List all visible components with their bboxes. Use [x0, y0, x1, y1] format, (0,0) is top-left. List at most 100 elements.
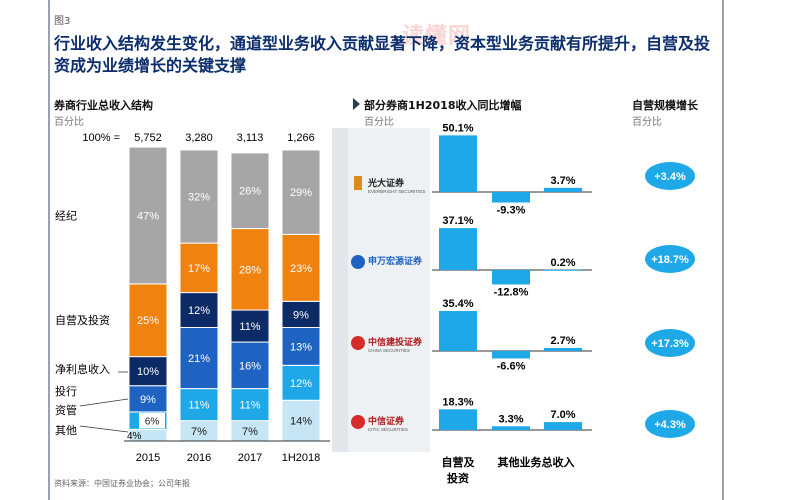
leader-line	[79, 425, 129, 433]
company-subname: CITIC SECURITIES	[368, 427, 408, 432]
segment-label: 14%	[290, 416, 312, 428]
growth-bar	[544, 347, 582, 351]
logo-mark-icon	[354, 176, 362, 190]
company-name: 申万宏源证券	[368, 255, 423, 266]
growth-bar-label: 37.1%	[442, 215, 473, 227]
bar-segment-ib	[179, 327, 219, 390]
growth-badge	[645, 245, 695, 273]
bar-segment-other	[281, 399, 321, 442]
growth-bar	[439, 228, 477, 270]
growth-badge	[645, 410, 695, 438]
growth-bar	[439, 135, 477, 192]
growth-bar	[492, 351, 530, 359]
legend-label: 投行	[55, 384, 77, 398]
segment-label: 9%	[140, 394, 156, 406]
growth-badge	[645, 162, 695, 190]
bar-segment-ib	[230, 341, 270, 390]
growth-badge-label: +3.4%	[654, 171, 686, 183]
segment-label: 17%	[188, 263, 210, 275]
category-label: 2017	[238, 452, 262, 464]
growth-bar-label: 0.2%	[550, 257, 575, 269]
growth-bar	[544, 187, 582, 192]
connector-funnel	[332, 128, 430, 452]
segment-label: 21%	[188, 353, 210, 365]
legend-label: 经纪	[55, 209, 77, 222]
growth-unit: 百分比	[632, 117, 662, 128]
segment-label: 47%	[137, 210, 159, 222]
left-chart-unit: 百分比	[54, 117, 84, 128]
total-label: 3,113	[237, 132, 264, 144]
growth-title: 自营规模增长	[632, 99, 698, 112]
segment-label: 7%	[242, 426, 258, 438]
segment-label: 13%	[290, 341, 312, 353]
legend-label: 净利息收入	[55, 362, 110, 376]
growth-bar-label: 3.7%	[550, 175, 575, 187]
segment-label: 7%	[191, 426, 207, 438]
segment-label: 12%	[290, 378, 312, 390]
total-label: 5,752	[134, 132, 162, 144]
logo-mark-icon	[351, 336, 365, 350]
bar-segment-proprietary	[230, 228, 270, 311]
growth-bar	[544, 422, 582, 430]
segment-label: 10%	[137, 366, 159, 378]
segment-label: 9%	[293, 309, 309, 321]
label-backdrop	[139, 412, 165, 429]
growth-bar	[439, 310, 477, 351]
growth-bar-label: 2.7%	[550, 335, 575, 347]
growth-bar-label: 18.3%	[442, 396, 473, 408]
watermark: 读懂网	[402, 24, 472, 49]
section-marker-icon	[353, 98, 360, 110]
source-note: 资料来源：中国证券业协会；公司年报	[54, 479, 190, 488]
bar-segment-interest	[230, 309, 270, 343]
segment-label: 29%	[290, 187, 312, 199]
legend-label: 其他	[55, 424, 77, 437]
growth-bar-label: 3.3%	[498, 413, 523, 425]
logo-mark-icon	[351, 255, 365, 269]
bar-segment-am	[230, 388, 270, 422]
growth-bar-label: 35.4%	[442, 298, 473, 310]
bar-segment-proprietary	[281, 233, 321, 302]
segment-label: 28%	[239, 264, 261, 276]
total-prefix: 100% =	[82, 132, 120, 144]
leader-line	[79, 398, 129, 407]
growth-bar-label: -12.8%	[494, 286, 529, 298]
x-label: 自营及	[442, 455, 476, 469]
right-border	[722, 0, 724, 500]
growth-bar	[439, 409, 477, 430]
bar-segment-brokerage	[281, 149, 321, 235]
bar-segment-brokerage	[128, 146, 168, 285]
growth-bar	[492, 192, 530, 203]
connector-funnel-edge	[332, 128, 348, 452]
bar-segment-proprietary	[128, 283, 168, 358]
category-label: 2016	[187, 452, 211, 464]
total-label: 1,266	[287, 132, 315, 144]
total-label: 3,280	[185, 132, 213, 144]
growth-bar-label: 50.1%	[442, 122, 473, 134]
growth-bar-label: -9.3%	[497, 205, 526, 217]
segment-label: 4%	[127, 431, 142, 442]
bar-segment-brokerage	[179, 149, 219, 244]
bar-segment-brokerage	[230, 152, 270, 230]
bar-segment-interest	[179, 292, 219, 329]
growth-badge	[645, 329, 695, 357]
segment-label: 16%	[239, 360, 261, 372]
segment-label: 23%	[290, 263, 312, 275]
category-label: 2015	[136, 452, 160, 464]
bar-segment-interest	[128, 356, 168, 387]
segment-label: 12%	[188, 305, 210, 317]
right-chart-unit: 百分比	[364, 117, 394, 128]
left-chart-title: 券商行业总收入结构	[54, 99, 153, 112]
left-border	[48, 0, 50, 500]
bar-segment-am	[281, 364, 321, 401]
legend-label: 资管	[55, 403, 77, 417]
segment-label: 6%	[145, 417, 160, 428]
company-name: 中信证券	[368, 415, 405, 426]
growth-bar	[492, 426, 530, 430]
category-label: 1H2018	[282, 452, 321, 464]
bar-segment-interest	[281, 300, 321, 329]
right-chart-title: 部分券商1H2018收入同比增幅	[364, 99, 522, 112]
x-label: 其他业务总收入	[498, 455, 575, 469]
company-subname: EVERBRIGHT SECURITIES	[368, 189, 425, 194]
x-label: 投资	[447, 471, 469, 485]
